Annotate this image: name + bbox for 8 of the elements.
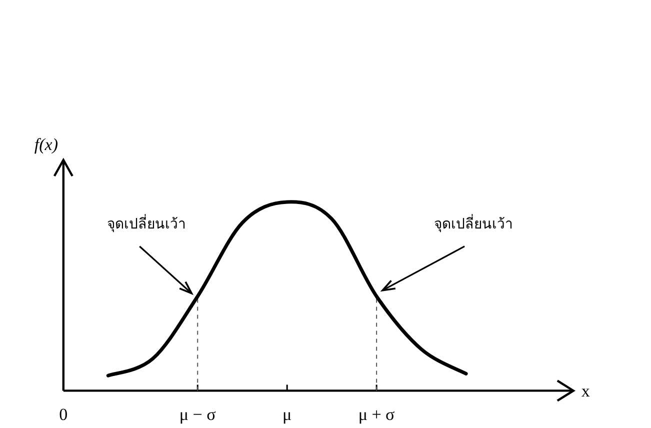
x-tick-label: μ: [282, 405, 292, 424]
y-axis-title: f(x): [34, 135, 58, 154]
x-tick-label: μ + σ: [358, 405, 395, 424]
x-tick-label: μ − σ: [179, 405, 216, 424]
x-tick-label: 0: [59, 405, 68, 424]
annotation: จุดเปลี่ยนเว้า: [107, 214, 186, 232]
annotation: จุดเปลี่ยนเว้า: [434, 214, 514, 232]
x-axis-title: x: [581, 382, 590, 401]
